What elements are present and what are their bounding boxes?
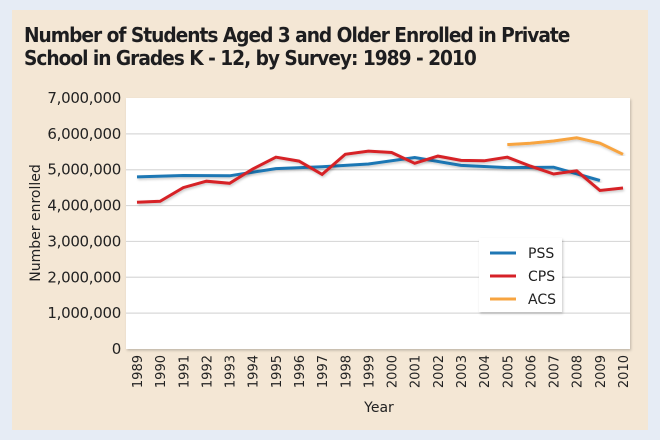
legend-label-cps: CPS	[528, 269, 555, 285]
y-tick-label: 4,000,000	[47, 197, 121, 215]
y-tick-label: 2,000,000	[47, 268, 121, 286]
y-axis-ticks: 0 1,000,000 2,000,000 3,000,000 4,000,000 5,0…	[47, 89, 121, 358]
x-tick-label: 2000	[386, 355, 401, 388]
x-tick-label: 2001	[409, 355, 424, 388]
x-tick-label: 2008	[571, 355, 586, 388]
chart-title-line-2: School in Grades K - 12, by Survey: 1989…	[24, 46, 477, 70]
x-tick-label: 1994	[247, 355, 262, 388]
x-tick-label: 1997	[316, 355, 331, 388]
x-tick-label: 2006	[524, 355, 539, 388]
series-line-cps	[136, 149, 624, 204]
series-line-pss	[136, 155, 601, 182]
y-tick-label: 0	[112, 340, 121, 358]
x-tick-label: 2003	[455, 355, 470, 388]
x-tick-label: 1996	[293, 355, 308, 388]
x-tick-label: 2005	[501, 355, 516, 388]
x-tick-label: 1993	[224, 355, 239, 388]
y-tick-label: 6,000,000	[47, 125, 121, 143]
y-axis-label: Number enrolled	[28, 164, 44, 281]
x-tick-label: 1998	[339, 355, 354, 388]
x-tick-label: 2004	[478, 355, 493, 388]
x-tick-label: 2009	[594, 355, 609, 388]
y-tick-label: 1,000,000	[47, 304, 121, 322]
x-tick-label: 1989	[131, 355, 146, 388]
y-tick-label: 3,000,000	[47, 232, 121, 250]
x-tick-label: 2002	[432, 355, 447, 388]
x-axis-label: Year	[363, 400, 394, 416]
x-tick-label: 1990	[154, 355, 169, 388]
x-tick-label: 1991	[177, 355, 192, 388]
legend-label-acs: ACS	[528, 292, 556, 308]
legend-label-pss: PSS	[528, 246, 554, 262]
x-tick-label: 1992	[200, 355, 215, 388]
y-tick-label: 7,000,000	[47, 89, 121, 107]
x-axis-ticks: 1989 1990 1991 1992 1993 1994 1995 1996 1997 1998…	[131, 355, 632, 388]
chart-title: Number of Students Aged 3 and Older Enro…	[24, 24, 601, 70]
series-line-acs	[507, 136, 624, 156]
legend: PSS CPS ACS	[479, 238, 562, 312]
x-tick-label: 1999	[362, 355, 377, 388]
x-tick-label: 1995	[270, 355, 285, 388]
series-lines	[136, 136, 624, 204]
chart-title-line-1: Number of Students Aged 3 and Older Enro…	[24, 23, 570, 47]
y-tick-label: 5,000,000	[47, 161, 121, 179]
x-tick-label: 2007	[548, 355, 563, 388]
x-tick-label: 2010	[617, 355, 632, 388]
